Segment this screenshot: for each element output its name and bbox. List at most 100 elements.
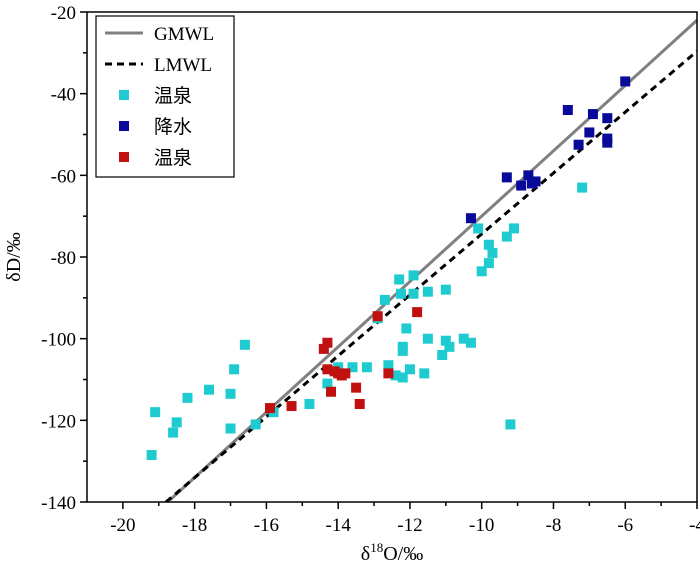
scatter-point-series-1 [229, 364, 240, 375]
legend-label: 温泉 [154, 85, 192, 107]
scatter-point-series-3 [326, 386, 336, 397]
line-gmwl [168, 19, 697, 502]
y-axis-title: δD/‰ [3, 232, 25, 281]
y-tick-label: -40 [51, 85, 76, 106]
scatter-point-series-1 [444, 341, 455, 352]
scatter-point-series-1 [347, 362, 358, 373]
scatter-point-series-1 [146, 450, 157, 461]
legend-point-swatch [119, 90, 129, 100]
scatter-point-series-3 [318, 343, 329, 354]
scatter-point-series-1 [394, 274, 405, 285]
scatter-point-series-2 [602, 137, 613, 148]
scatter-point-series-1 [422, 333, 433, 344]
x-tick-label: -10 [469, 515, 494, 536]
scatter-point-series-2 [465, 213, 476, 224]
scatter-point-series-1 [361, 362, 372, 373]
scatter-point-series-1 [501, 231, 512, 242]
legend-entry: GMWL [105, 24, 214, 45]
scatter-point-series-3 [322, 337, 333, 348]
scatter-point-series-1 [168, 427, 179, 438]
scatter-point-series-1 [437, 350, 448, 360]
scatter-point-series-2 [501, 172, 512, 183]
scatter-point-series-1 [250, 419, 261, 430]
scatter-point-series-1 [390, 370, 401, 381]
legend-entry: 温泉 [119, 147, 192, 169]
scatter-point-series-1 [204, 384, 214, 395]
scatter-point-series-1 [401, 323, 412, 334]
x-tick-label: -16 [254, 515, 279, 536]
scatter-point-series-1 [422, 286, 433, 297]
x-tick-label: -20 [110, 515, 135, 536]
scatter-point-series-3 [265, 403, 275, 414]
scatter-point-series-1 [304, 399, 315, 409]
legend-entry: 降水 [119, 116, 192, 138]
x-axis-title-prefix: δ [361, 543, 370, 565]
y-tick-label: -60 [51, 166, 76, 187]
scatter-point-series-1 [397, 341, 408, 352]
scatter-point-series-1 [577, 182, 588, 193]
axis-ticks: -20 -18 -16 -14 -12 -10 -8 -6 -4 -140 -120 -100 -80 -… [41, 3, 700, 536]
scatter-point-series-1 [397, 372, 408, 383]
x-tick-label: -12 [397, 515, 422, 536]
line-lmwl [164, 50, 697, 502]
legend-entry: 温泉 [119, 85, 192, 107]
scatter-point-series-2 [562, 105, 573, 115]
legend-label: GMWL [154, 24, 214, 45]
y-tick-label: -120 [41, 411, 76, 432]
scatter-point-series-1 [483, 258, 494, 269]
scatter-point-series-2 [523, 170, 534, 181]
scatter-point-series-1 [404, 364, 415, 375]
scatter-point-series-3 [372, 311, 383, 322]
scatter-point-series-1 [419, 368, 430, 379]
scatter-point-series-1 [440, 284, 451, 295]
x-axis-title-sup: 18 [370, 540, 383, 555]
scatter-point-series-2 [587, 109, 598, 120]
scatter-point-series-1 [476, 266, 487, 277]
scatter-point-series-1 [465, 337, 476, 348]
scatter-point-series-1 [483, 239, 494, 250]
x-tick-label: -18 [182, 515, 207, 536]
data-points [146, 76, 631, 461]
scatter-point-series-1 [408, 288, 419, 299]
scatter-point-series-2 [530, 176, 541, 187]
scatter-point-series-1 [225, 388, 236, 399]
scatter-point-series-1 [487, 247, 498, 258]
scatter-point-series-1 [440, 335, 451, 346]
legend-label: 降水 [154, 116, 192, 138]
y-tick-label: -100 [41, 330, 76, 351]
x-tick-label: -14 [326, 515, 352, 536]
scatter-point-series-3 [354, 399, 365, 409]
scatter-point-series-1 [383, 360, 394, 371]
legend-entry: LMWL [105, 55, 212, 76]
scatter-point-series-3 [351, 382, 362, 393]
scatter-point-series-1 [408, 270, 419, 281]
reference-lines [164, 19, 697, 502]
scatter-point-series-1 [509, 223, 519, 234]
scatter-point-series-1 [473, 223, 484, 234]
y-tick-label: -80 [51, 248, 76, 269]
y-tick-label: -20 [51, 3, 76, 24]
scatter-point-series-3 [322, 364, 333, 375]
x-tick-label: -8 [546, 515, 562, 536]
scatter-point-series-2 [573, 139, 584, 150]
x-axis-title-suffix: O/‰ [383, 543, 423, 565]
legend-point-swatch [119, 121, 129, 131]
scatter-point-series-3 [340, 368, 351, 379]
scatter-point-series-1 [379, 294, 390, 305]
scatter-point-series-2 [602, 113, 613, 124]
scatter-point-series-1 [225, 423, 236, 434]
scatter-point-series-2 [620, 76, 631, 87]
x-axis-title: δ18O/‰ [361, 540, 423, 565]
scatter-point-series-1 [150, 407, 161, 418]
scatter-point-series-1 [458, 333, 469, 344]
scatter-point-series-1 [171, 417, 182, 428]
legend-label: 温泉 [154, 147, 192, 169]
scatter-point-series-3 [383, 368, 394, 379]
legend-point-swatch [119, 152, 129, 162]
scatter-point-series-2 [516, 180, 527, 191]
x-tick-label: -6 [617, 515, 633, 536]
x-tick-label: -4 [689, 515, 700, 536]
